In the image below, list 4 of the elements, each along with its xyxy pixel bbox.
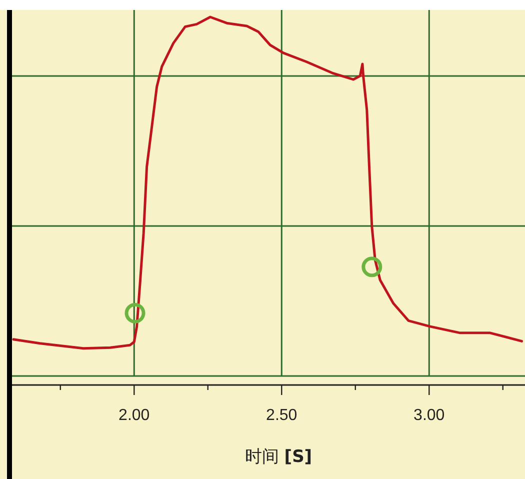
x-axis-title: 时间 [S]	[244, 447, 312, 467]
x-tick-label: 3.00	[414, 407, 445, 424]
x-tick-label: 2.00	[118, 407, 150, 424]
x-tick-label: 2.50	[266, 407, 298, 424]
